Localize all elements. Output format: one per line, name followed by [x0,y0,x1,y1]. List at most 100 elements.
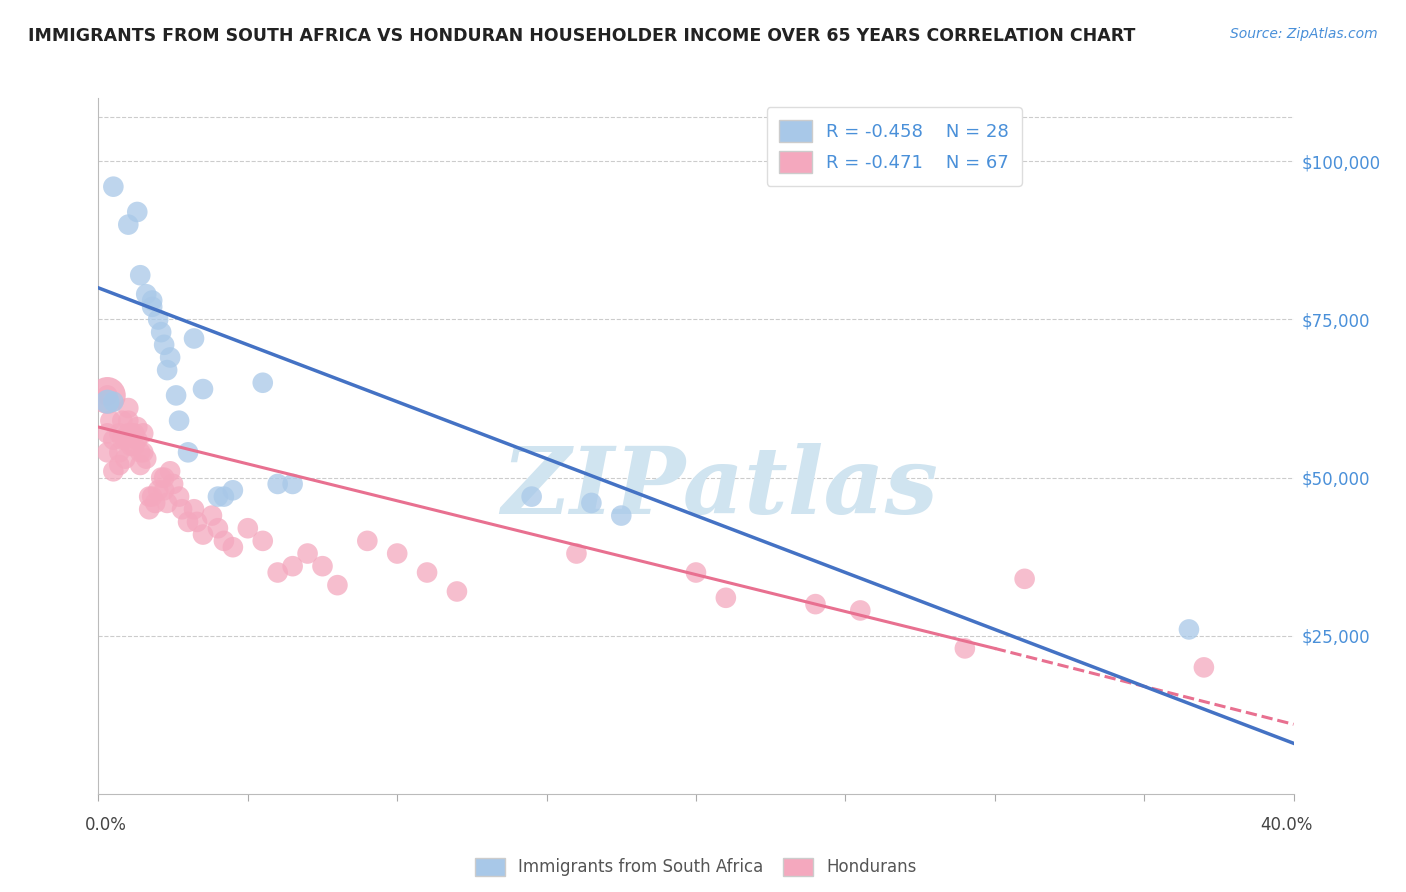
Point [156,496,179,510]
Text: 40.0%: 40.0% [1260,815,1313,833]
Point [100,414,122,428]
Point [159,351,181,365]
Point [252,533,274,548]
Point [127,205,149,219]
Point [177,515,200,529]
Point [326,578,349,592]
Point [96,388,118,402]
Point [103,394,125,409]
Point [1014,572,1036,586]
Point [565,547,588,561]
Point [520,490,543,504]
Point [132,445,155,459]
Point [416,566,439,580]
Point [153,483,176,498]
Point [111,433,134,447]
Point [356,533,378,548]
Point [212,533,235,548]
Point [167,490,190,504]
Point [222,540,245,554]
Point [143,496,166,510]
Point [153,470,176,484]
Point [167,414,190,428]
Point [141,300,163,314]
Point [117,218,139,232]
Point [1178,623,1201,637]
Point [159,464,181,478]
Point [385,547,409,561]
Point [117,401,139,415]
Point [252,376,274,390]
Point [267,477,290,491]
Point [141,293,163,308]
Point [162,477,184,491]
Point [446,584,468,599]
Point [96,388,118,402]
Point [96,394,118,409]
Point [117,414,139,428]
Point [212,490,235,504]
Point [201,508,224,523]
Point [124,439,146,453]
Point [129,268,152,283]
Point [141,490,163,504]
Point [156,363,179,377]
Point [120,426,142,441]
Point [114,433,136,447]
Point [103,433,125,447]
Point [129,458,152,472]
Point [129,445,152,459]
Point [96,445,118,459]
Point [150,325,173,339]
Point [127,433,149,447]
Point [124,426,146,441]
Point [111,414,134,428]
Text: ZIPatlas: ZIPatlas [502,442,938,533]
Point [191,382,214,396]
Point [150,470,173,484]
Text: 0.0%: 0.0% [84,815,127,833]
Point [207,521,229,535]
Point [186,515,208,529]
Point [685,566,707,580]
Point [108,458,131,472]
Point [581,496,603,510]
Point [610,508,633,523]
Point [281,477,304,491]
Legend: Immigrants from South Africa, Hondurans: Immigrants from South Africa, Hondurans [468,851,924,883]
Point [135,287,157,301]
Point [236,521,259,535]
Point [714,591,737,605]
Point [108,445,131,459]
Point [177,445,200,459]
Point [165,388,187,402]
Point [207,490,229,504]
Point [267,566,290,580]
Point [148,312,170,326]
Point [191,527,214,541]
Point [103,464,125,478]
Point [138,490,160,504]
Point [804,597,827,611]
Point [103,179,125,194]
Point [114,451,136,466]
Point [132,426,155,441]
Point [127,420,149,434]
Point [953,641,976,656]
Point [183,331,205,345]
Point [311,559,333,574]
Point [120,439,142,453]
Point [222,483,245,498]
Point [148,483,170,498]
Point [297,547,319,561]
Point [96,426,118,441]
Point [138,502,160,516]
Point [1192,660,1215,674]
Point [281,559,304,574]
Point [153,338,176,352]
Point [849,603,872,617]
Text: Source: ZipAtlas.com: Source: ZipAtlas.com [1230,27,1378,41]
Point [108,426,131,441]
Point [172,502,194,516]
Point [135,451,157,466]
